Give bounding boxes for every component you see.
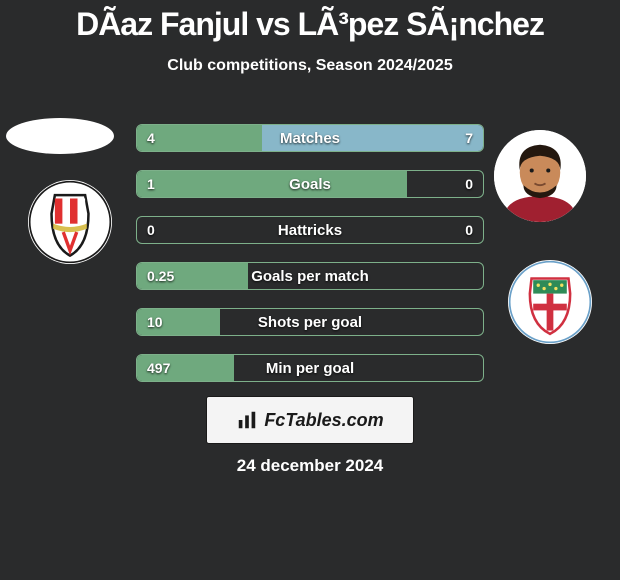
stat-row: 10Shots per goal bbox=[136, 308, 484, 336]
stat-row: 4Matches7 bbox=[136, 124, 484, 152]
chart-icon bbox=[236, 409, 258, 431]
stat-value-right: 7 bbox=[465, 125, 473, 151]
source-badge: FcTables.com bbox=[206, 396, 414, 444]
stat-value-right: 0 bbox=[465, 217, 473, 243]
page-subtitle: Club competitions, Season 2024/2025 bbox=[0, 57, 620, 75]
stat-label: Goals bbox=[137, 171, 483, 197]
player-right-club-crest bbox=[508, 260, 592, 344]
comparison-stats: 4Matches71Goals00Hattricks00.25Goals per… bbox=[136, 124, 484, 400]
stat-row: 0Hattricks0 bbox=[136, 216, 484, 244]
player-left-club-crest bbox=[28, 180, 112, 264]
stat-label: Shots per goal bbox=[137, 309, 483, 335]
stat-label: Goals per match bbox=[137, 263, 483, 289]
infographic-date: 24 december 2024 bbox=[0, 456, 620, 476]
stat-value-right: 0 bbox=[465, 171, 473, 197]
stat-label: Min per goal bbox=[137, 355, 483, 381]
player-photo-icon bbox=[494, 130, 586, 222]
stat-label: Hattricks bbox=[137, 217, 483, 243]
player-left-avatar bbox=[6, 118, 114, 154]
stat-row: 1Goals0 bbox=[136, 170, 484, 198]
stat-label: Matches bbox=[137, 125, 483, 151]
rayo-crest-icon bbox=[28, 180, 112, 264]
stat-row: 497Min per goal bbox=[136, 354, 484, 382]
celta-crest-icon bbox=[508, 260, 592, 344]
stat-row: 0.25Goals per match bbox=[136, 262, 484, 290]
player-right-avatar bbox=[494, 130, 586, 222]
page-title: DÃ­az Fanjul vs LÃ³pez SÃ¡nchez bbox=[0, 0, 620, 43]
source-badge-text: FcTables.com bbox=[264, 410, 383, 431]
